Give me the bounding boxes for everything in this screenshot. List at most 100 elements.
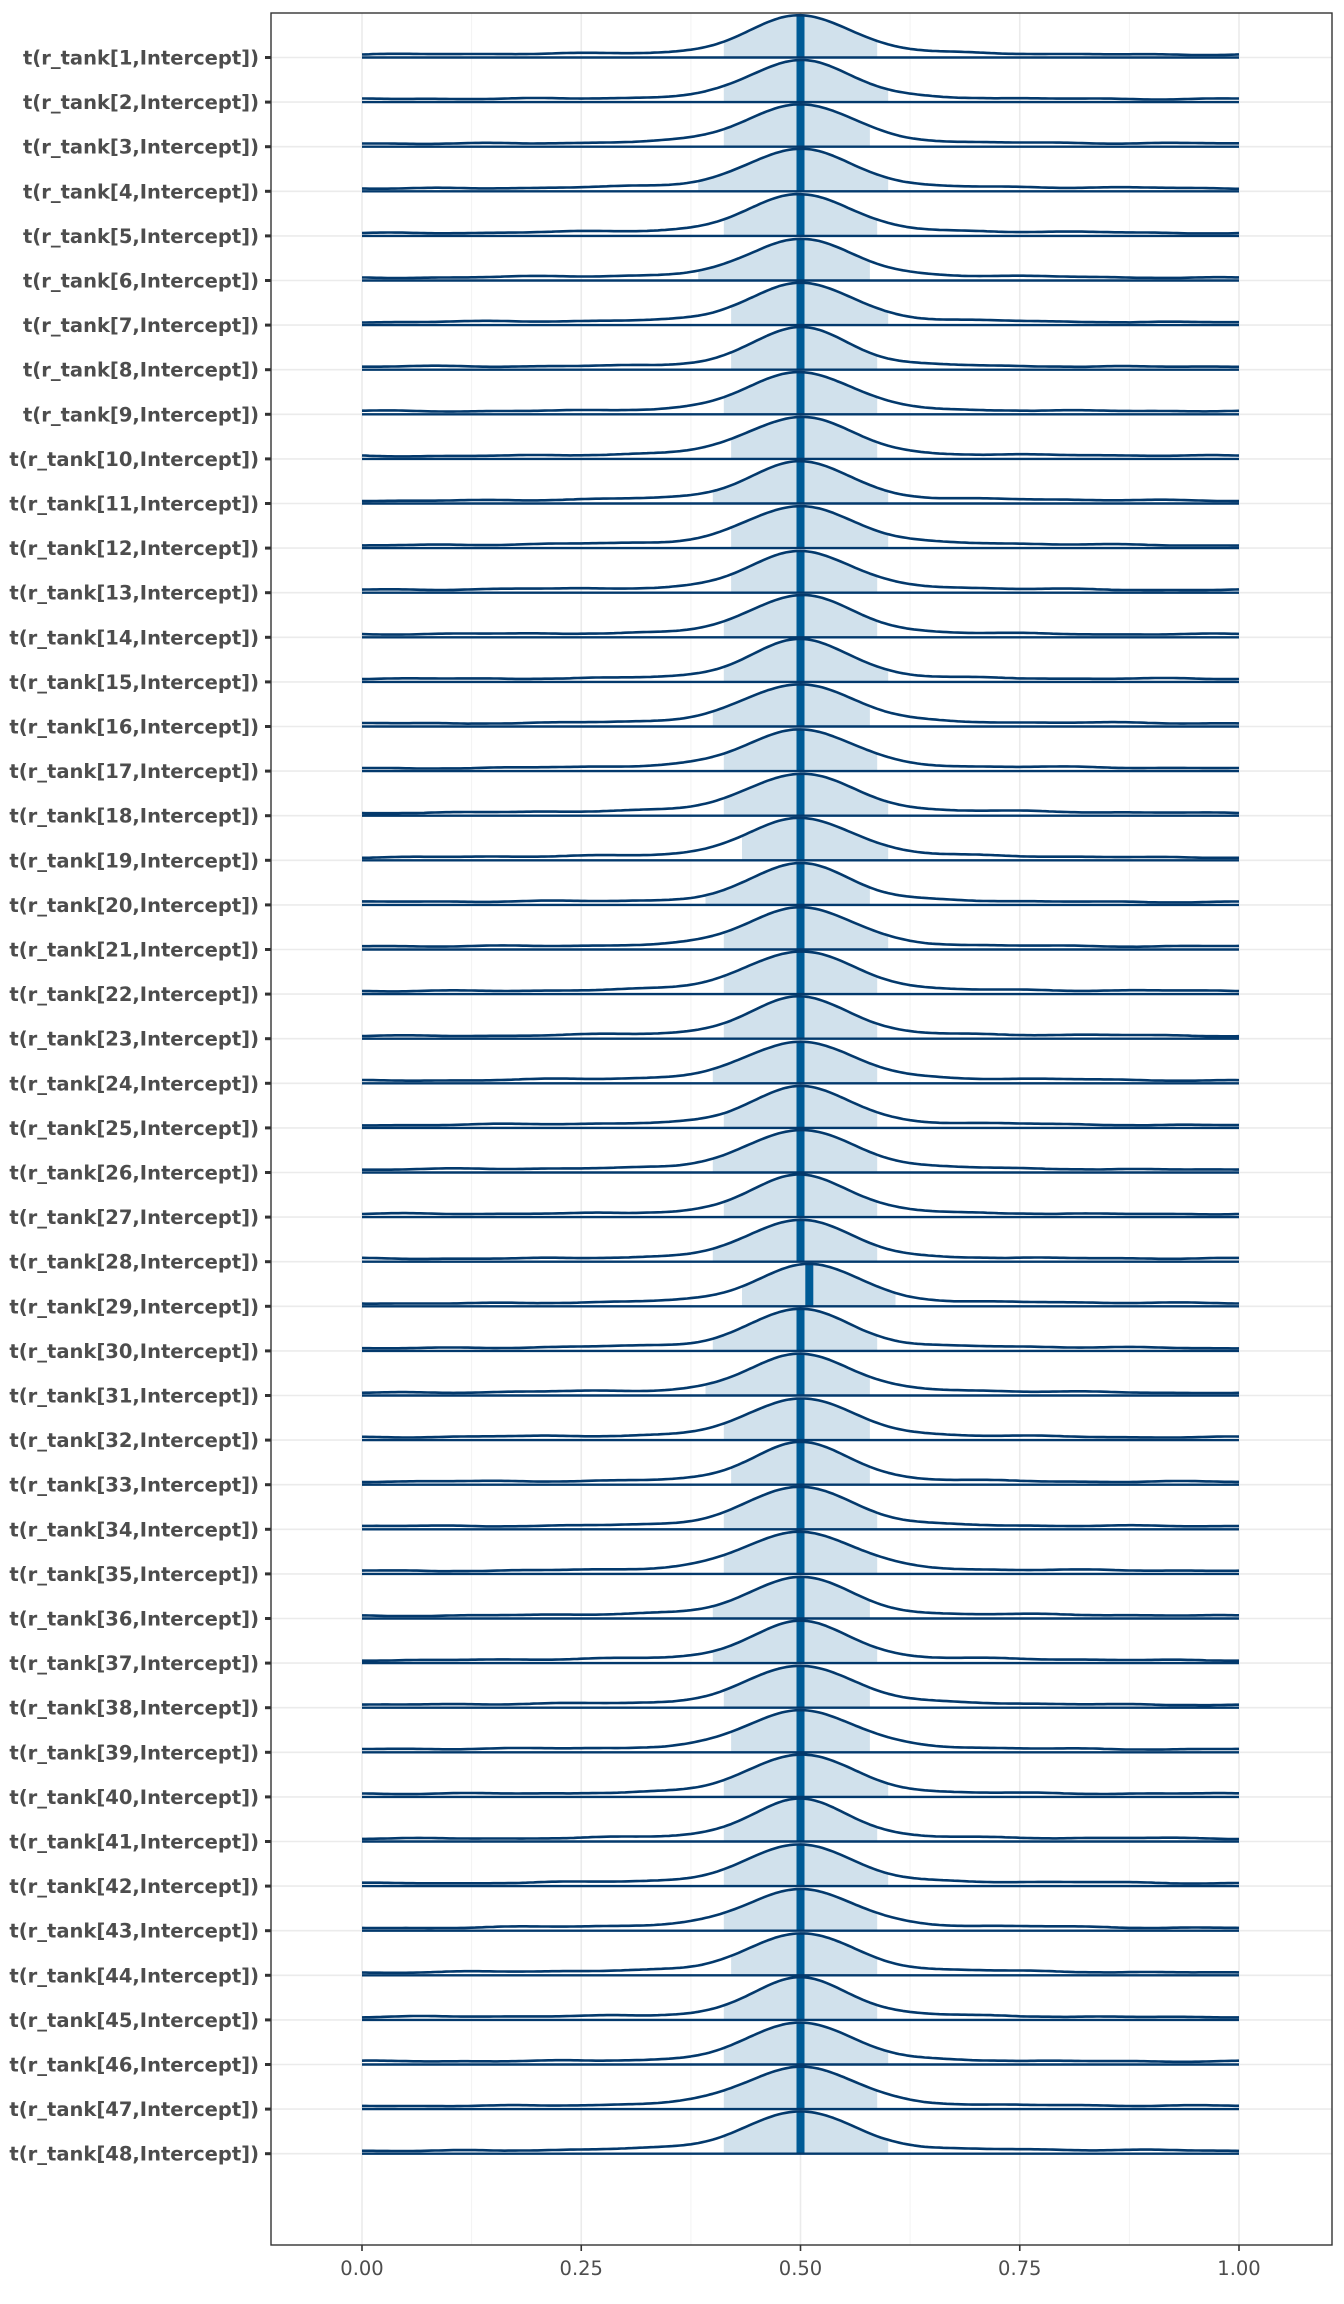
median-bar [796,282,805,326]
median-bar [796,1665,805,1708]
density-curve [361,2021,1240,2064]
median-bar [796,1441,805,1485]
y-tick-label: t(r_tank[9,Intercept]) [23,403,259,426]
median-bar [796,327,805,370]
ci-area [723,773,889,816]
ci-area [712,1130,878,1173]
density-curve [362,2065,1239,2108]
density-curve [362,1084,1239,1127]
density-curve [362,370,1240,413]
y-tick-label: t(r_tank[22,Intercept]) [9,983,259,1006]
density-curve [361,950,1240,993]
y-tick-label: t(r_tank[34,Intercept]) [9,1518,259,1541]
density-curve [362,1619,1239,1662]
density-curve [362,459,1239,503]
median-bar [796,1486,805,1530]
ci-area [723,638,889,682]
y-tick-label: t(r_tank[20,Intercept]) [9,894,259,917]
median-bar [796,2022,805,2065]
y-tick-label: t(r_tank[42,Intercept]) [9,1875,259,1898]
y-tick-label: t(r_tank[10,Intercept]) [9,448,259,471]
y-tick-label: t(r_tank[14,Intercept]) [9,626,259,649]
y-tick-label: t(r_tank[44,Intercept]) [9,1964,259,1987]
median-bar [796,2111,805,2154]
density-curve [362,683,1240,725]
density-curve [362,728,1239,770]
density-curve [361,1887,1240,1930]
density-curve [361,1530,1240,1573]
ci-area [731,506,889,549]
density-curve [362,281,1239,324]
density-curve [362,637,1240,681]
median-bar [796,1398,805,1441]
y-tick-label: t(r_tank[18,Intercept]) [9,805,259,828]
density-curve [362,1128,1239,1171]
ci-area [723,1844,889,1887]
median-bar [796,1933,805,1976]
x-tick-label: 1.00 [1217,2257,1260,2280]
y-tick-label: t(r_tank[6,Intercept]) [23,270,259,293]
median-bar [796,1308,805,1351]
density-curve [361,1173,1240,1216]
median-bar [796,506,805,549]
y-tick-label: t(r_tank[47,Intercept]) [9,2098,259,2121]
y-tick-label: t(r_tank[29,Intercept]) [9,1295,259,1318]
density-curve [362,58,1239,101]
y-tick-label: t(r_tank[2,Intercept]) [23,91,259,114]
median-bar [796,238,805,281]
median-bar [796,1620,805,1664]
median-bar [796,863,805,905]
ci-area [731,282,889,326]
x-axis-labels: 0.00 0.25 0.50 0.75 1.00 [340,2245,1261,2280]
ci-area [723,1754,889,1797]
density-curve [362,1843,1239,1885]
y-tick-label: t(r_tank[32,Intercept]) [9,1429,259,1452]
ci-area [712,684,870,727]
y-tick-label: t(r_tank[43,Intercept]) [9,1920,259,1943]
median-bar [796,1531,805,1574]
y-tick-label: t(r_tank[33,Intercept]) [9,1474,259,1497]
y-tick-label: t(r_tank[31,Intercept]) [9,1385,259,1408]
density-curve [362,1932,1240,1975]
ci-area [723,60,889,103]
density-curve [362,1708,1239,1751]
ci-area [705,1353,870,1396]
median-bar [796,1977,805,2020]
y-tick-label: t(r_tank[37,Intercept]) [9,1652,259,1675]
density-curve [361,1262,1239,1305]
density-curve [362,504,1239,547]
ci-area [712,1041,878,1084]
median-bar [796,1085,805,1128]
ci-area [723,2022,889,2065]
y-tick-label: t(r_tank[48,Intercept]) [9,2143,259,2166]
density-curve [362,103,1239,146]
median-bar [796,416,805,459]
ci-area [723,907,889,950]
y-tick-label: t(r_tank[12,Intercept]) [9,537,259,560]
x-tick-label: 0.00 [340,2257,383,2280]
y-tick-label: t(r_tank[24,Intercept]) [9,1072,259,1095]
density-curve [362,1664,1239,1707]
y-tick-label: t(r_tank[36,Intercept]) [9,1608,259,1631]
density-curve [361,13,1240,57]
ci-area [742,817,889,861]
y-tick-label: t(r_tank[25,Intercept]) [9,1117,259,1140]
y-tick-label: t(r_tank[46,Intercept]) [9,2054,259,2077]
median-bar [796,2066,805,2110]
ci-area [712,1576,870,1619]
density-curve [362,147,1239,191]
y-tick-label: t(r_tank[40,Intercept]) [9,1786,259,1809]
median-bar [796,1710,805,1753]
median-bar [796,638,805,682]
median-bar [796,951,805,995]
median-bar [796,551,805,593]
ci-area [698,238,870,281]
density-curve [361,549,1240,592]
density-curve [362,2110,1240,2153]
median-bar [796,1754,805,1797]
y-tick-label: t(r_tank[45,Intercept]) [9,2009,259,2032]
x-tick-label: 0.75 [998,2257,1041,2280]
median-bar [796,372,805,415]
y-tick-label: t(r_tank[39,Intercept]) [9,1741,259,1764]
